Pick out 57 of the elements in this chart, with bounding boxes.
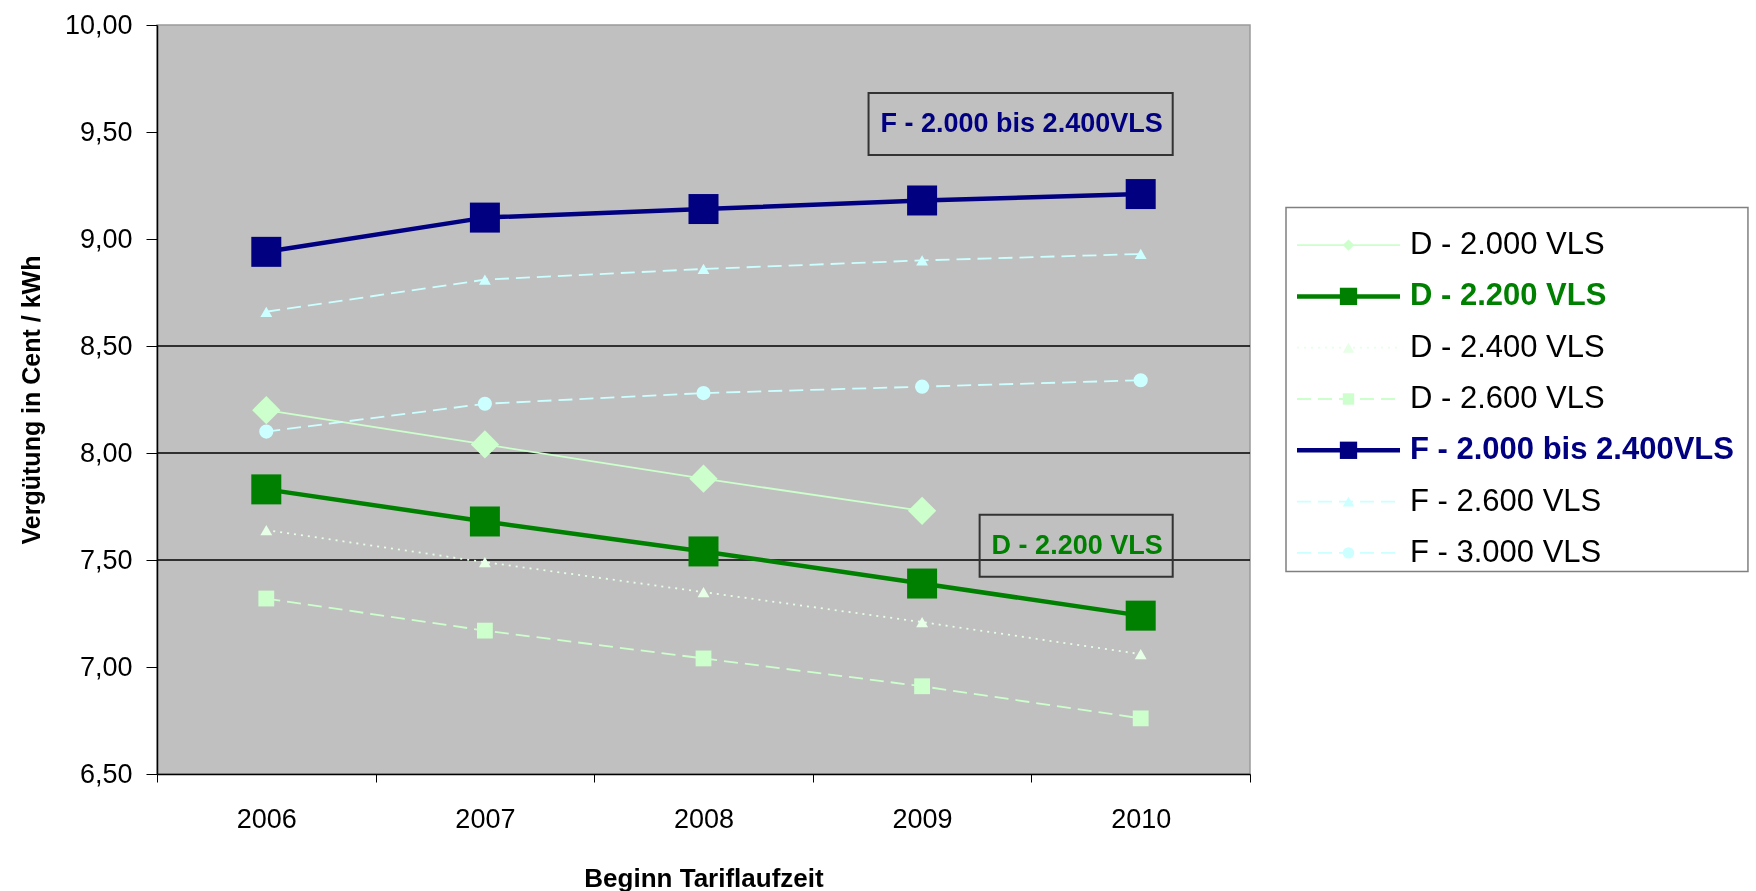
- point: [469, 506, 500, 537]
- legend-label: D - 2.000 VLS: [1410, 226, 1605, 262]
- point: [1134, 649, 1147, 660]
- point: [1134, 248, 1147, 260]
- point: [258, 590, 275, 607]
- point: [689, 464, 718, 493]
- point: [907, 185, 938, 216]
- point: [1132, 710, 1149, 727]
- point: [260, 306, 273, 317]
- point: [907, 568, 938, 599]
- point: [252, 396, 281, 425]
- y-tick-label: 8,50: [79, 330, 133, 361]
- point: [1133, 373, 1148, 388]
- y-tick-label: 7,00: [79, 651, 133, 682]
- point: [695, 650, 712, 667]
- point: [688, 536, 719, 567]
- y-tick-label: 10,00: [64, 9, 133, 40]
- legend-label: F - 2.600 VLS: [1410, 482, 1602, 518]
- legend-label: D - 2.600 VLS: [1410, 380, 1605, 415]
- point: [696, 386, 711, 401]
- x-tick-label: 2008: [673, 803, 735, 834]
- point: [260, 524, 273, 536]
- point: [259, 424, 274, 439]
- point: [1125, 600, 1156, 631]
- legend-label: D - 2.200 VLS: [1410, 277, 1607, 313]
- x-tick-label: 2007: [455, 803, 516, 834]
- point: [1125, 179, 1156, 210]
- point: [251, 474, 282, 505]
- x-tick-label: 2006: [236, 803, 297, 834]
- x-tick-label: 2010: [1111, 803, 1172, 834]
- y-tick-label: 9,50: [79, 116, 133, 147]
- point: [916, 255, 929, 266]
- legend-label: F - 3.000 VLS: [1410, 533, 1602, 569]
- point: [914, 678, 930, 695]
- point: [476, 622, 493, 639]
- y-axis-title: Vergütung in Cent / kWh: [16, 255, 45, 545]
- annotation: D - 2.200 VLS: [991, 529, 1163, 560]
- legend-label: F - 2.000 bis 2.400VLS: [1410, 431, 1734, 467]
- y-tick-label: 8,00: [79, 437, 133, 468]
- y-tick-label: 7,50: [79, 544, 133, 575]
- point: [915, 379, 930, 394]
- point: [478, 274, 491, 285]
- point: [251, 236, 282, 267]
- point: [470, 430, 500, 459]
- point: [478, 557, 491, 568]
- annotation: F - 2.000 bis 2.400VLS: [880, 108, 1163, 139]
- point: [688, 194, 719, 225]
- point: [469, 202, 500, 233]
- y-tick-label: 9,00: [79, 223, 133, 254]
- point: [477, 396, 492, 411]
- point: [907, 496, 937, 525]
- y-tick-label: 6,50: [79, 758, 133, 789]
- legend-label: D - 2.400 VLS: [1410, 328, 1605, 364]
- point: [916, 616, 929, 628]
- point: [697, 586, 710, 598]
- x-tick-label: 2009: [892, 803, 953, 834]
- point: [697, 263, 710, 275]
